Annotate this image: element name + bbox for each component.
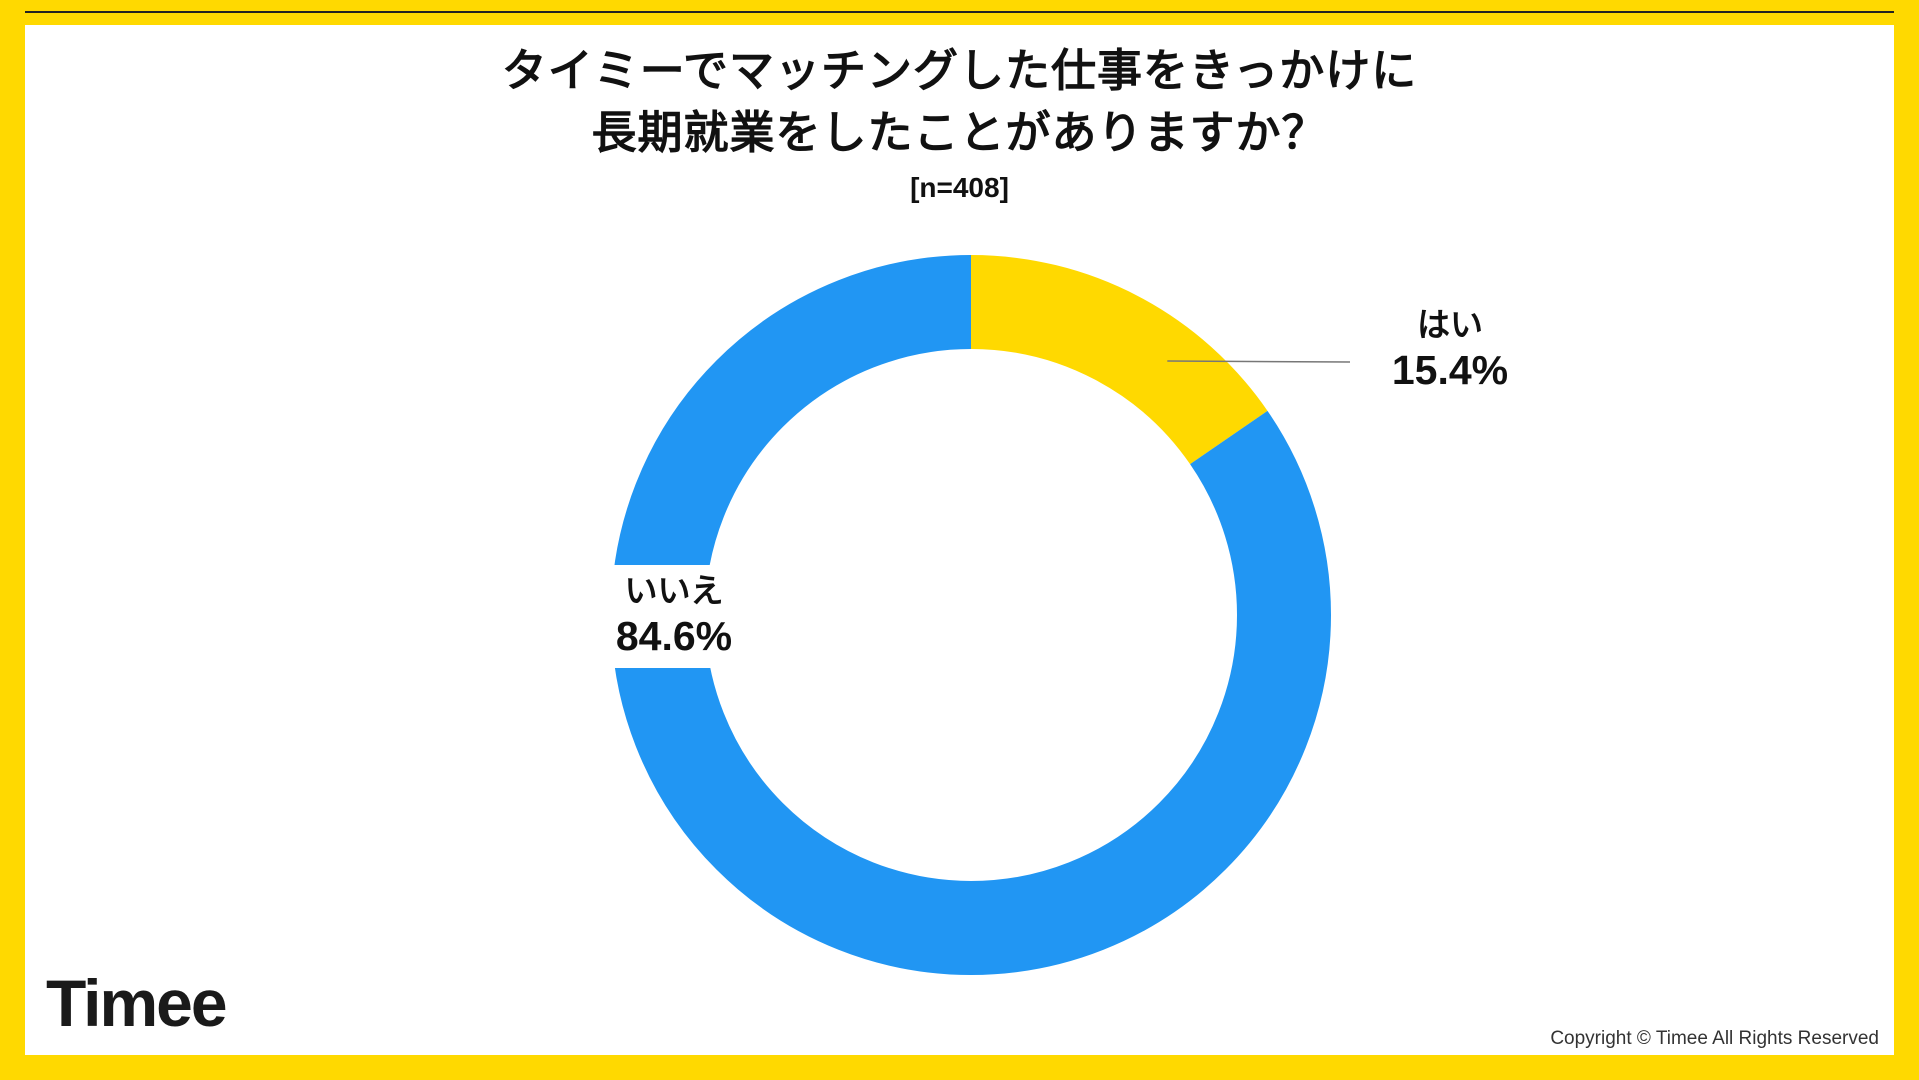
label-yes-category: はい (1417, 306, 1483, 343)
sample-size: [n=408] (910, 172, 1009, 204)
label-no: いいえ 84.6% (575, 565, 773, 668)
top-rule (25, 11, 1894, 13)
chart-title-line2: 長期就業をしたことがありますか？ (591, 107, 1328, 159)
label-yes-value: 15.4% (1391, 346, 1509, 393)
label-no-category: いいえ (624, 572, 724, 609)
chart-title-line1: タイミーでマッチングした仕事をきっかけに (501, 45, 1418, 96)
leader-line-yes (1167, 360, 1351, 363)
chart-title-block: タイミーでマッチングした仕事をきっかけに 長期就業をしたことがありますか？ [n… (0, 40, 1919, 204)
label-yes: はい 15.4% (1360, 305, 1540, 396)
timee-logo: Timee (46, 966, 228, 1040)
label-no-value: 84.6% (615, 612, 733, 659)
copyright-text: Copyright © Timee All Rights Reserved (1550, 1028, 1879, 1049)
